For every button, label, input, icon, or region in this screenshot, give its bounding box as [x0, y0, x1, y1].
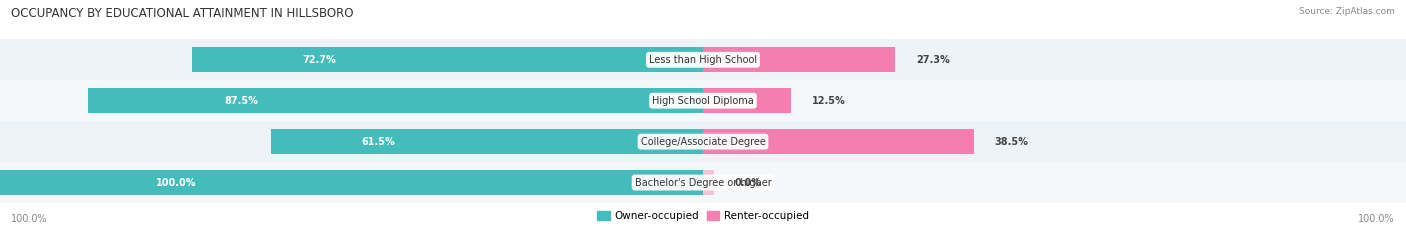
- Text: High School Diploma: High School Diploma: [652, 96, 754, 106]
- Bar: [87, 88, 703, 113]
- Legend: Owner-occupied, Renter-occupied: Owner-occupied, Renter-occupied: [593, 207, 813, 226]
- Text: College/Associate Degree: College/Associate Degree: [641, 137, 765, 147]
- Text: 100.0%: 100.0%: [156, 178, 195, 188]
- Bar: [0, 170, 703, 195]
- Text: OCCUPANCY BY EDUCATIONAL ATTAINMENT IN HILLSBORO: OCCUPANCY BY EDUCATIONAL ATTAINMENT IN H…: [11, 7, 354, 20]
- Text: 87.5%: 87.5%: [225, 96, 259, 106]
- Bar: [703, 47, 896, 72]
- Text: Source: ZipAtlas.com: Source: ZipAtlas.com: [1299, 7, 1395, 16]
- Bar: [191, 47, 703, 72]
- Text: 27.3%: 27.3%: [917, 55, 950, 65]
- Text: 72.7%: 72.7%: [302, 55, 336, 65]
- Bar: [0, 39, 1406, 80]
- Bar: [703, 170, 713, 195]
- Text: Bachelor's Degree or higher: Bachelor's Degree or higher: [634, 178, 772, 188]
- Text: 100.0%: 100.0%: [11, 214, 48, 224]
- Text: 100.0%: 100.0%: [1358, 214, 1395, 224]
- Bar: [0, 162, 1406, 203]
- Text: 12.5%: 12.5%: [813, 96, 846, 106]
- Text: 0.0%: 0.0%: [734, 178, 762, 188]
- Bar: [703, 88, 790, 113]
- Bar: [0, 80, 1406, 121]
- Bar: [0, 121, 1406, 162]
- Text: Less than High School: Less than High School: [650, 55, 756, 65]
- Bar: [271, 129, 703, 154]
- Text: 61.5%: 61.5%: [361, 137, 395, 147]
- Bar: [703, 129, 973, 154]
- Text: 38.5%: 38.5%: [995, 137, 1029, 147]
